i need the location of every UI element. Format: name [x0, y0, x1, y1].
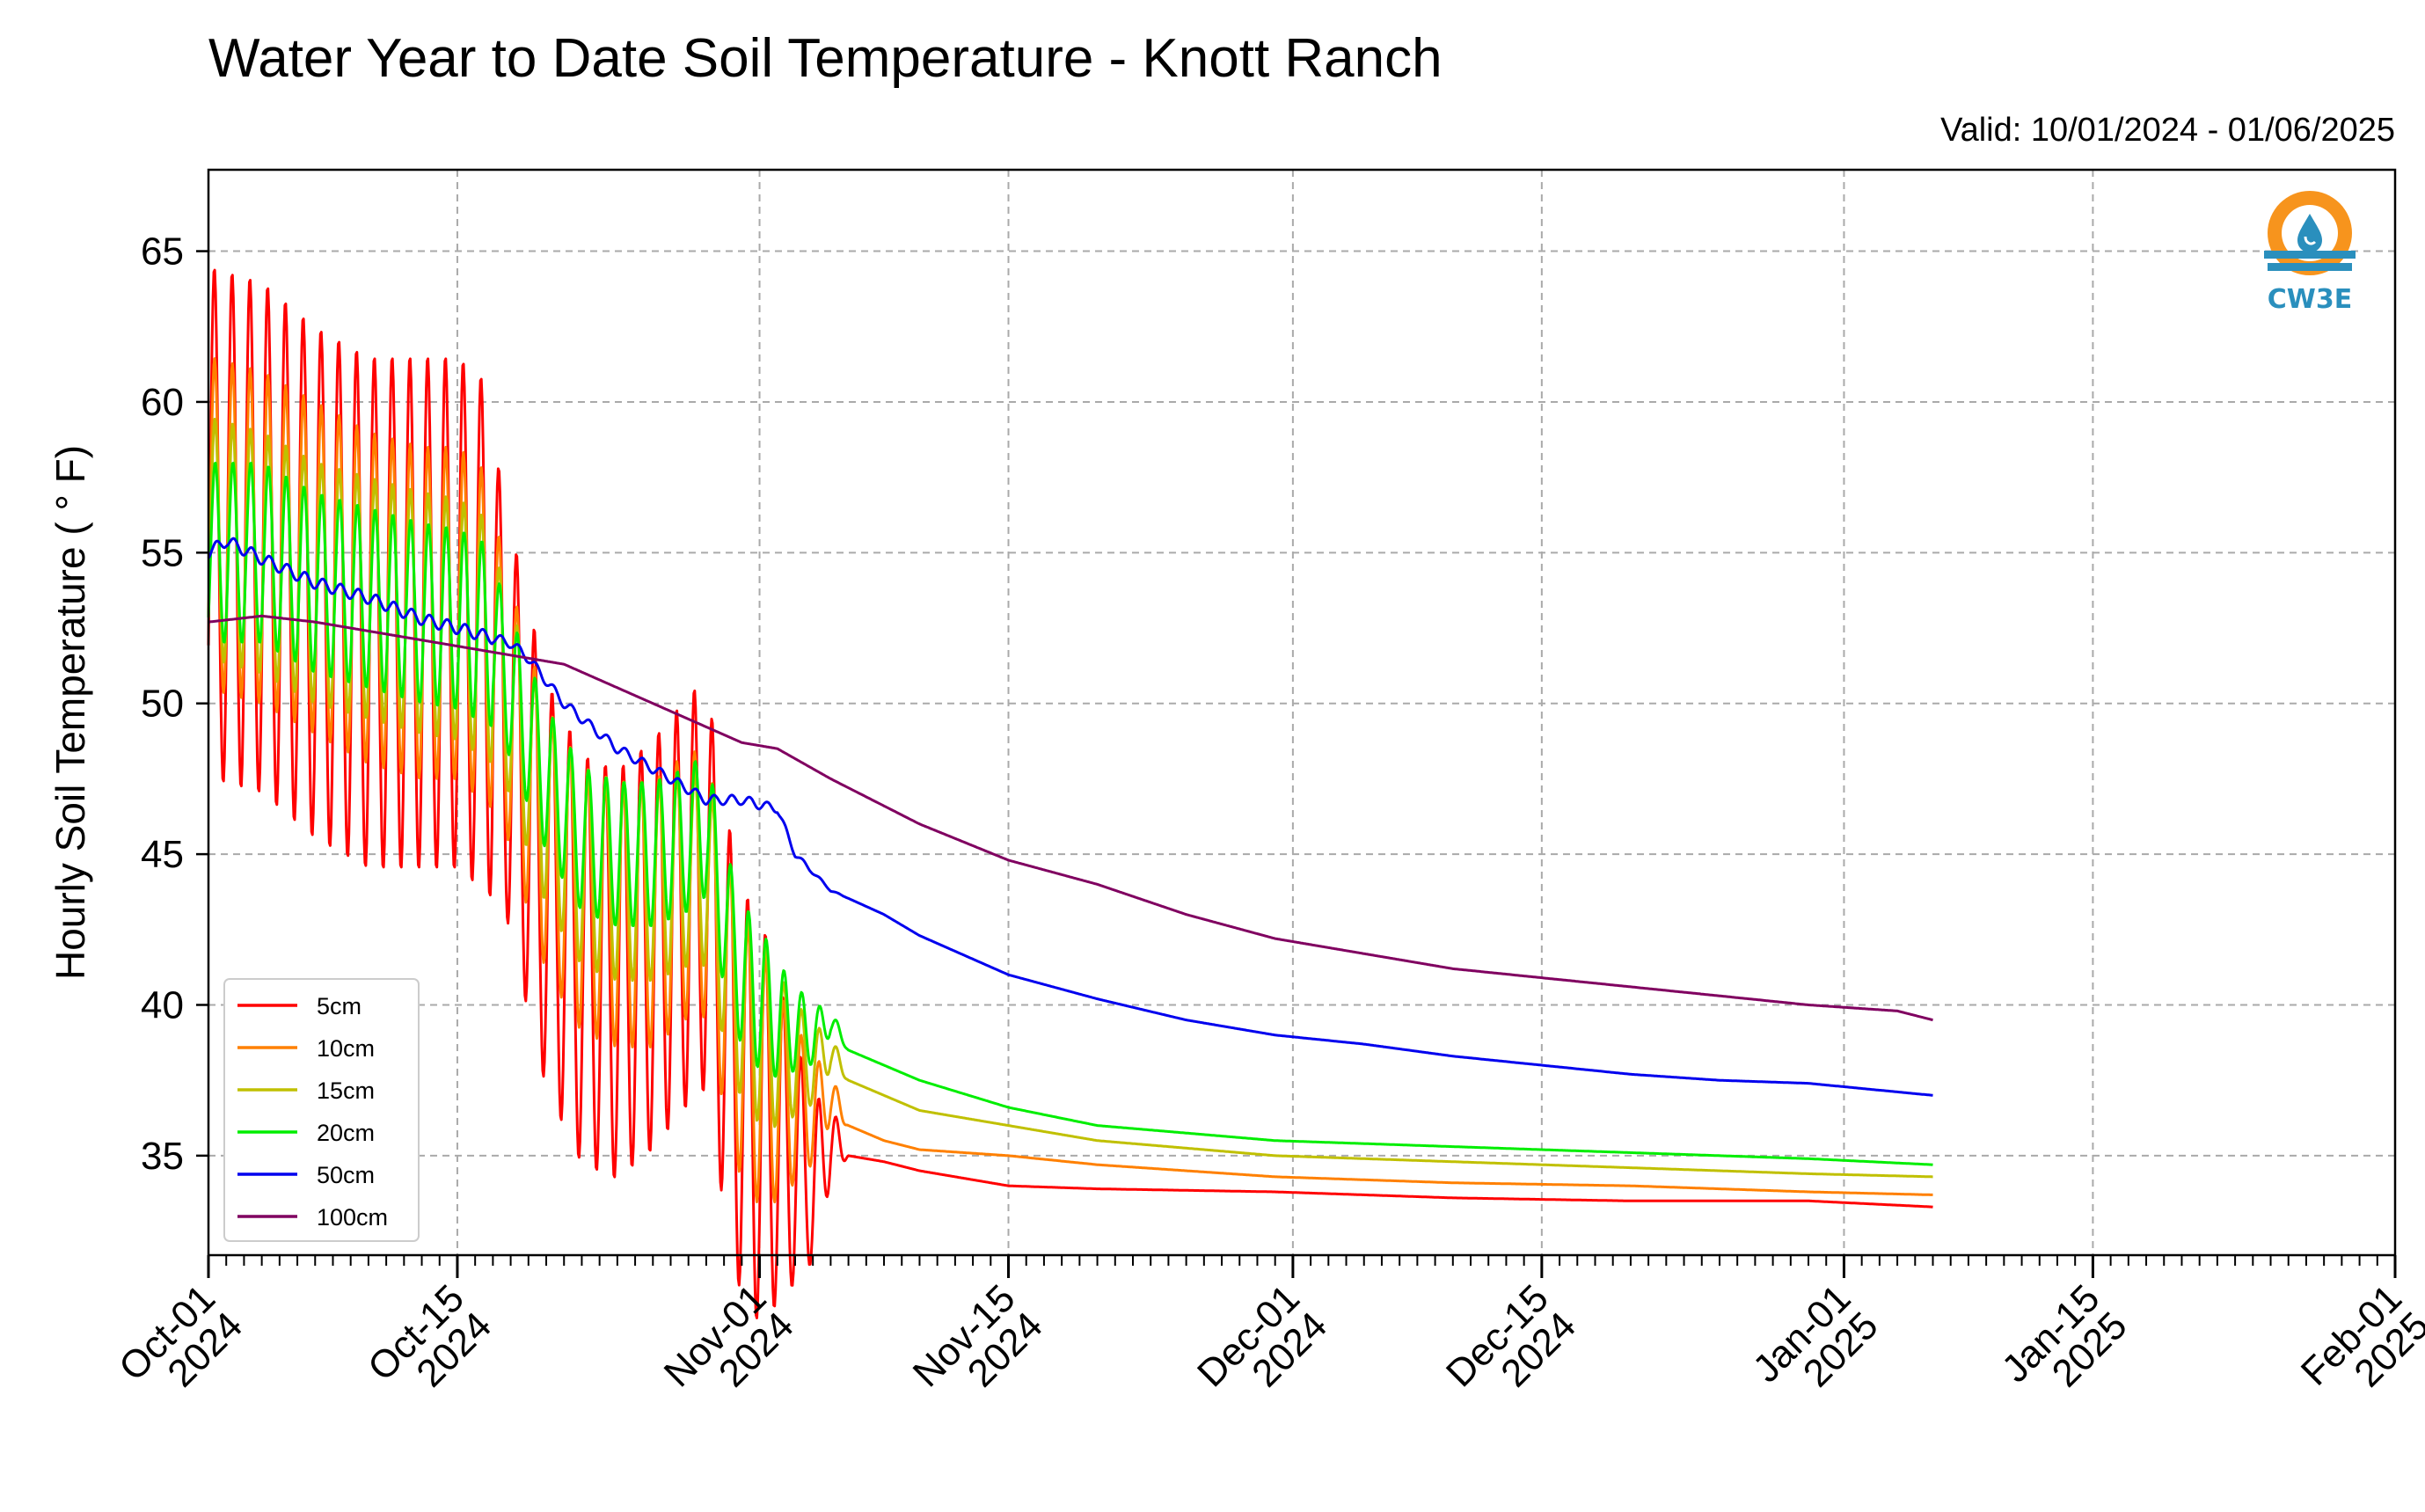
legend-label: 100cm: [317, 1204, 388, 1231]
plot-frame: [207, 168, 2397, 1257]
y-tick-label: 35: [141, 1135, 184, 1178]
chart-title: Water Year to Date Soil Temperature - Kn…: [208, 28, 1443, 89]
legend-label: 20cm: [317, 1120, 375, 1146]
y-tick-label: 45: [141, 833, 184, 876]
y-tick-label: 50: [141, 683, 184, 726]
series-line-100cm: [208, 614, 1933, 1022]
chart-subtitle: Valid: 10/01/2024 - 01/06/2025: [1940, 112, 2395, 149]
legend-label: 5cm: [317, 993, 362, 1019]
legend-label: 15cm: [317, 1077, 375, 1104]
series-line-20cm: [207, 462, 1933, 1166]
series-lines: [207, 268, 1933, 1319]
series-line-50cm: [207, 537, 1933, 1097]
y-tick-label: 40: [141, 983, 184, 1026]
y-axis: 35 40 45 50 55 60 65: [141, 230, 208, 1178]
logo-text: CW3E: [2268, 284, 2352, 315]
y-tick-label: 65: [141, 230, 184, 274]
y-axis-label: Hourly Soil Temperature ( ° F): [47, 445, 93, 980]
y-tick-label: 60: [141, 381, 184, 424]
legend: 5cm 10cm 15cm 20cm 50cm 100cm: [223, 978, 420, 1242]
y-tick-label: 55: [141, 531, 184, 574]
legend-label: 50cm: [317, 1162, 375, 1188]
legend-label: 10cm: [317, 1035, 375, 1062]
cw3e-logo: CW3E: [2264, 191, 2356, 315]
series-line-5cm: [207, 268, 1933, 1319]
